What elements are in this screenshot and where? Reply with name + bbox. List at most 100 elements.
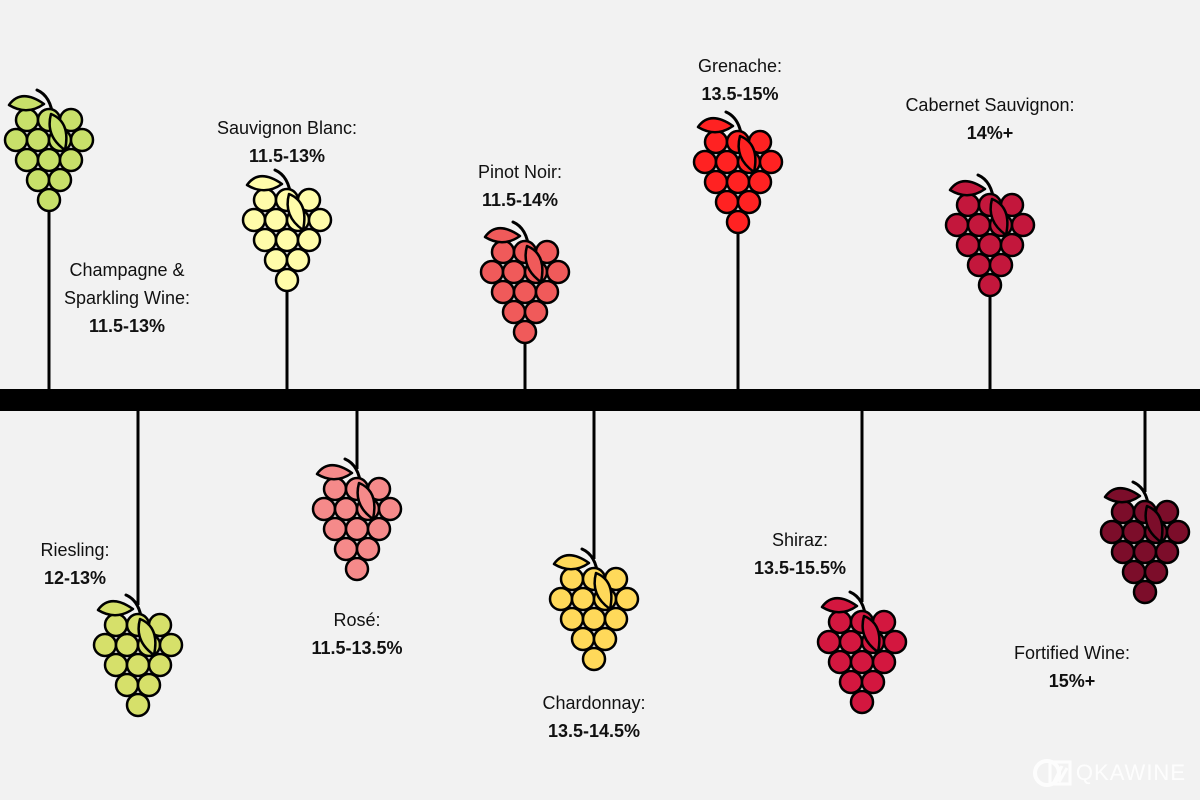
grape-cluster-icon: [92, 593, 184, 718]
grape-cluster-icon: [692, 110, 784, 235]
leaf-icon: [989, 197, 1009, 237]
grape-berry: [523, 299, 549, 325]
grape-berry: [322, 516, 348, 542]
grape-berry: [816, 629, 842, 655]
wine-abv: 11.5-13.5%: [311, 638, 403, 658]
grape-berry: [3, 127, 29, 153]
grape-berry: [703, 169, 729, 195]
grape-berry: [14, 147, 40, 173]
grape-cluster-icon: [479, 220, 571, 345]
grape-berry: [966, 212, 992, 238]
grape-berry: [103, 612, 129, 638]
grape-berry: [1010, 212, 1036, 238]
grape-berry: [366, 516, 392, 542]
leaf-icon: [137, 617, 157, 657]
grape-berry: [545, 259, 571, 285]
leaf-icon: [1144, 504, 1164, 544]
wine-abv: 11.5-14%: [481, 190, 559, 210]
wine-label: Cabernet Sauvignon: 14%+: [905, 91, 1074, 147]
grape-berry: [490, 279, 516, 305]
grape-berry: [241, 207, 267, 233]
grape-berry: [1121, 559, 1147, 585]
grape-berry: [1110, 539, 1136, 565]
grape-berry: [871, 649, 897, 675]
grape-berry: [559, 606, 585, 632]
wine-label: Chardonnay: 13.5-14.5%: [542, 689, 645, 745]
grape-berry: [1154, 539, 1180, 565]
grape-berry: [377, 496, 403, 522]
grape-berry: [692, 149, 718, 175]
grape-berry: [988, 252, 1014, 278]
leaf-icon: [356, 481, 376, 521]
grape-berry: [1121, 519, 1147, 545]
grape-berry: [296, 227, 322, 253]
leaf-icon: [593, 571, 613, 611]
grape-berry: [252, 227, 278, 253]
grape-berry: [25, 167, 51, 193]
grape-berry: [714, 149, 740, 175]
qkawine-logo: QKAWINE: [1032, 758, 1186, 788]
grape-berry: [125, 692, 151, 718]
grape-berry: [311, 496, 337, 522]
grape-berry: [512, 279, 538, 305]
leaf-icon: [737, 134, 757, 174]
grape-berry: [36, 147, 62, 173]
leaf-icon: [245, 175, 284, 192]
leaf-icon: [315, 464, 354, 481]
grape-berry: [158, 632, 184, 658]
grape-berry: [344, 556, 370, 582]
grape-berry: [581, 606, 607, 632]
leaf-icon: [524, 244, 544, 284]
wine-label: Rosé: 11.5-13.5%: [311, 606, 402, 662]
grape-berry: [103, 652, 129, 678]
leaf-icon: [861, 614, 881, 654]
grape-cluster-icon: [241, 168, 333, 293]
grape-berry: [592, 626, 618, 652]
wine-abv: 11.5-13%: [88, 316, 166, 336]
grape-berry: [501, 259, 527, 285]
grape-berry: [263, 247, 289, 273]
grape-berry: [714, 189, 740, 215]
wine-label: Sauvignon Blanc: 11.5-13%: [217, 114, 357, 170]
grape-berry: [838, 669, 864, 695]
grape-berry: [47, 167, 73, 193]
grape-berry: [1165, 519, 1191, 545]
grape-berry: [1110, 499, 1136, 525]
grape-berry: [1132, 539, 1158, 565]
grape-berry: [570, 626, 596, 652]
wine-name: Champagne &: [69, 260, 185, 280]
grape-berry: [977, 232, 1003, 258]
wine-abv: 11.5-13%: [248, 146, 326, 166]
grape-berry: [999, 232, 1025, 258]
grape-berry: [512, 319, 538, 345]
grape-berry: [955, 232, 981, 258]
grape-cluster-icon: [548, 547, 640, 672]
grape-berry: [581, 646, 607, 672]
grape-berry: [307, 207, 333, 233]
grape-berry: [25, 127, 51, 153]
wine-label: Grenache: 13.5-15%: [698, 52, 782, 108]
wine-name: Chardonnay:: [542, 693, 646, 713]
wine-abv: 13.5-15%: [701, 84, 779, 104]
grape-berry: [725, 169, 751, 195]
grape-berry: [92, 632, 118, 658]
wine-name: Cabernet Sauvignon:: [905, 95, 1075, 115]
grape-berry: [252, 187, 278, 213]
grape-berry: [548, 586, 574, 612]
grape-berry: [58, 147, 84, 173]
wine-abv: 12-13%: [43, 568, 107, 588]
grape-berry: [736, 189, 762, 215]
wine-label: Champagne & Sparkling Wine: 11.5-13%: [64, 256, 190, 340]
grape-cluster-icon: [816, 590, 908, 715]
logo-text: QKAWINE: [1075, 760, 1186, 785]
grape-berry: [14, 107, 40, 133]
grape-berry: [263, 207, 289, 233]
grape-berry: [838, 629, 864, 655]
leaf-icon: [286, 192, 306, 232]
leaf-icon: [1103, 487, 1142, 504]
grape-berry: [479, 259, 505, 285]
wine-name: Pinot Noir:: [477, 162, 563, 182]
grape-berry: [274, 267, 300, 293]
grape-berry: [1099, 519, 1125, 545]
wine-label: Fortified Wine: 15%+: [1014, 639, 1130, 695]
